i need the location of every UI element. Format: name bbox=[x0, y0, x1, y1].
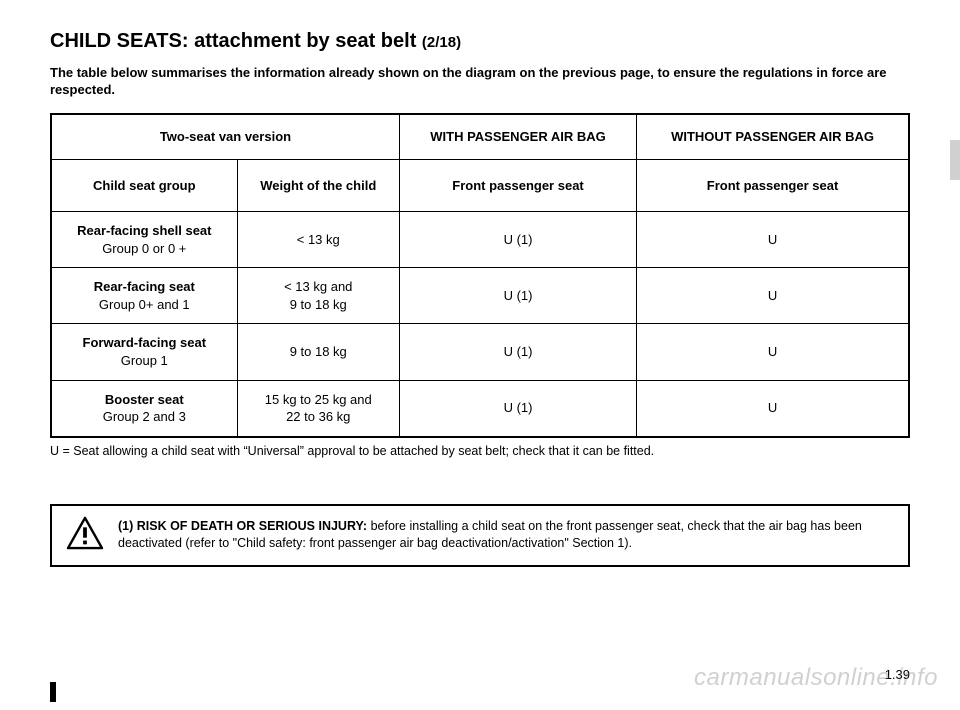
intro-text: The table below summarises the informati… bbox=[50, 65, 910, 99]
cell-without-airbag: U bbox=[637, 324, 909, 380]
cell-weight: < 13 kg bbox=[237, 212, 399, 268]
cell-without-airbag: U bbox=[637, 380, 909, 437]
table-row: Forward-facing seat Group 1 9 to 18 kg U… bbox=[51, 324, 909, 380]
header-with-airbag: WITH PASSENGER AIR BAG bbox=[399, 114, 636, 160]
seat-group: Group 1 bbox=[58, 352, 231, 370]
seat-group: Group 0+ and 1 bbox=[58, 296, 231, 314]
cell-with-airbag: U (1) bbox=[399, 324, 636, 380]
page-title: CHILD SEATS: attachment by seat belt (2/… bbox=[50, 30, 910, 53]
cell-weight: < 13 kg and 9 to 18 kg bbox=[237, 268, 399, 324]
title-main: CHILD SEATS: attachment by seat belt bbox=[50, 30, 416, 52]
seat-title: Booster seat bbox=[58, 391, 231, 409]
table-row: Rear-facing shell seat Group 0 or 0 + < … bbox=[51, 212, 909, 268]
warning-icon bbox=[66, 516, 104, 555]
cell-with-airbag: U (1) bbox=[399, 268, 636, 324]
cell-with-airbag: U (1) bbox=[399, 380, 636, 437]
subheader-child-seat-group: Child seat group bbox=[51, 160, 237, 212]
subheader-with-airbag-seat: Front passenger seat bbox=[399, 160, 636, 212]
subheader-without-airbag-seat: Front passenger seat bbox=[637, 160, 909, 212]
warning-text: (1) RISK OF DEATH OR SERIOUS INJURY: bef… bbox=[118, 518, 894, 552]
header-two-seat-van: Two-seat van version bbox=[51, 114, 399, 160]
child-seat-table: Two-seat van version WITH PASSENGER AIR … bbox=[50, 113, 910, 438]
subheader-weight: Weight of the child bbox=[237, 160, 399, 212]
seat-title: Forward-facing seat bbox=[58, 334, 231, 352]
header-without-airbag: WITHOUT PASSENGER AIR BAG bbox=[637, 114, 909, 160]
title-page-indicator: (2/18) bbox=[422, 34, 461, 51]
legend-text: U = Seat allowing a child seat with “Uni… bbox=[50, 444, 910, 458]
table-row: Rear-facing seat Group 0+ and 1 < 13 kg … bbox=[51, 268, 909, 324]
cell-weight: 9 to 18 kg bbox=[237, 324, 399, 380]
cell-with-airbag: U (1) bbox=[399, 212, 636, 268]
seat-group: Group 2 and 3 bbox=[58, 408, 231, 426]
cell-seat-type: Forward-facing seat Group 1 bbox=[51, 324, 237, 380]
bottom-mark bbox=[50, 682, 56, 702]
table-row: Booster seat Group 2 and 3 15 kg to 25 k… bbox=[51, 380, 909, 437]
seat-title: Rear-facing seat bbox=[58, 278, 231, 296]
cell-seat-type: Booster seat Group 2 and 3 bbox=[51, 380, 237, 437]
cell-seat-type: Rear-facing shell seat Group 0 or 0 + bbox=[51, 212, 237, 268]
cell-without-airbag: U bbox=[637, 212, 909, 268]
warning-box: (1) RISK OF DEATH OR SERIOUS INJURY: bef… bbox=[50, 504, 910, 567]
cell-weight: 15 kg to 25 kg and 22 to 36 kg bbox=[237, 380, 399, 437]
table-subheader-row: Child seat group Weight of the child Fro… bbox=[51, 160, 909, 212]
warning-bold: (1) RISK OF DEATH OR SERIOUS INJURY: bbox=[118, 519, 367, 533]
page-number: 1.39 bbox=[885, 667, 910, 682]
cell-without-airbag: U bbox=[637, 268, 909, 324]
cell-seat-type: Rear-facing seat Group 0+ and 1 bbox=[51, 268, 237, 324]
table-header-row: Two-seat van version WITH PASSENGER AIR … bbox=[51, 114, 909, 160]
side-tab bbox=[950, 140, 960, 180]
seat-title: Rear-facing shell seat bbox=[58, 222, 231, 240]
seat-group: Group 0 or 0 + bbox=[58, 240, 231, 258]
